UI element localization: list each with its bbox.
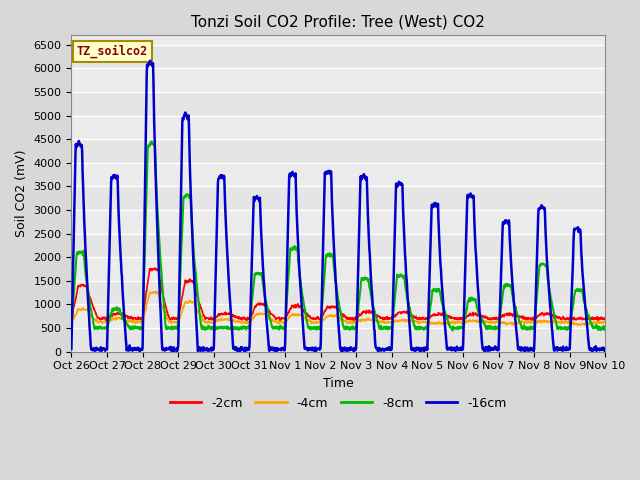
Bar (72, 92, 605, 116)
Bar (72, 281, 605, 304)
Legend: -2cm, -4cm, -8cm, -16cm: -2cm, -4cm, -8cm, -16cm (165, 392, 511, 415)
Bar (72, 234, 605, 257)
Bar (72, 45, 605, 68)
Bar (72, 186, 605, 210)
Y-axis label: Soil CO2 (mV): Soil CO2 (mV) (15, 150, 28, 237)
Text: TZ_soilco2: TZ_soilco2 (77, 45, 148, 58)
Bar (72, 328, 605, 351)
Bar (72, 139, 605, 163)
Title: Tonzi Soil CO2 Profile: Tree (West) CO2: Tonzi Soil CO2 Profile: Tree (West) CO2 (191, 15, 485, 30)
X-axis label: Time: Time (323, 377, 354, 390)
